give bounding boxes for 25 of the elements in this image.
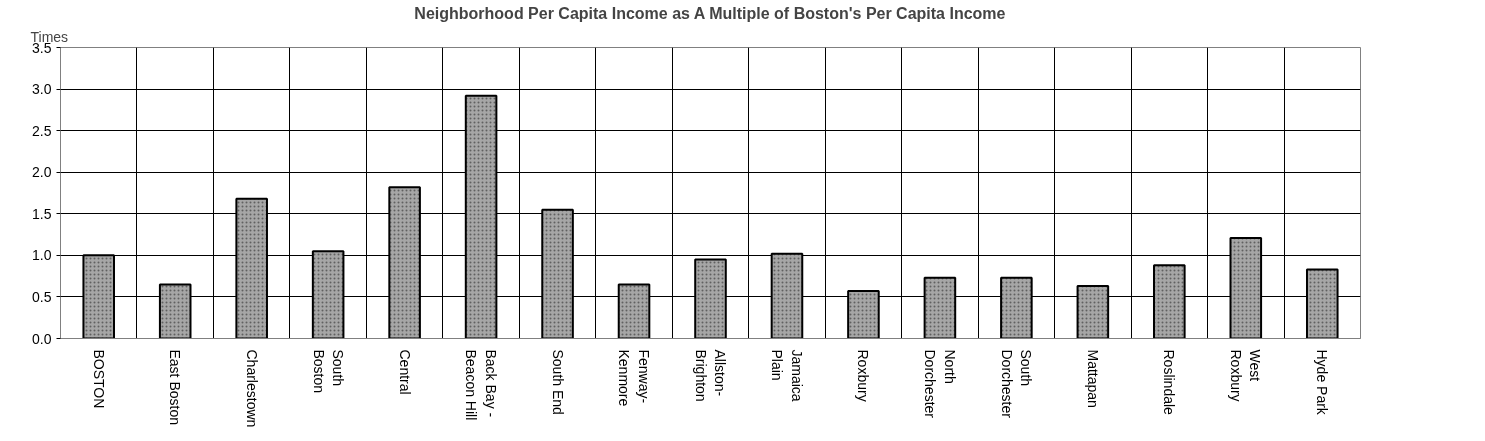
- x-tick-label: South Dorchester: [998, 349, 1034, 419]
- x-tick-label: West Roxbury: [1228, 349, 1264, 402]
- x-tick-label: BOSTON: [90, 349, 107, 409]
- x-tick-label: Hyde Park: [1314, 349, 1331, 416]
- y-tick-label: 1.5: [32, 205, 52, 222]
- x-tick-label: South Boston: [310, 349, 346, 394]
- x-tick-label: Fenway- Kenmore: [616, 349, 652, 407]
- y-tick-label: 3.0: [32, 81, 52, 98]
- x-tick-label: Roxbury: [855, 349, 872, 402]
- x-tick-label: Charlestown: [243, 349, 260, 428]
- y-tick-label: 0.5: [32, 288, 52, 305]
- y-tick-label: 0.0: [32, 330, 52, 347]
- x-tick-label: Allston- Brighton: [692, 349, 729, 402]
- y-tick-label: 2.0: [32, 164, 52, 181]
- x-tick-label: East Boston: [167, 349, 184, 425]
- x-tick-label: South End: [549, 349, 566, 415]
- x-tick-label: Central: [396, 349, 413, 395]
- y-tick-label: 2.5: [32, 122, 52, 139]
- x-tick-label: Jamaica Plain: [769, 349, 805, 402]
- x-tick-label: North Dorchester: [922, 349, 958, 419]
- x-tick-label: Back Bay - Beacon Hill: [463, 349, 499, 421]
- chart-title: Neighborhood Per Capita Income as A Multiple of Boston's Per Capita Income: [414, 4, 1006, 22]
- x-tick-label: Mattapan: [1084, 349, 1101, 408]
- y-tick-label: 1.0: [32, 247, 52, 264]
- x-tick-label: Roslindale: [1161, 349, 1178, 416]
